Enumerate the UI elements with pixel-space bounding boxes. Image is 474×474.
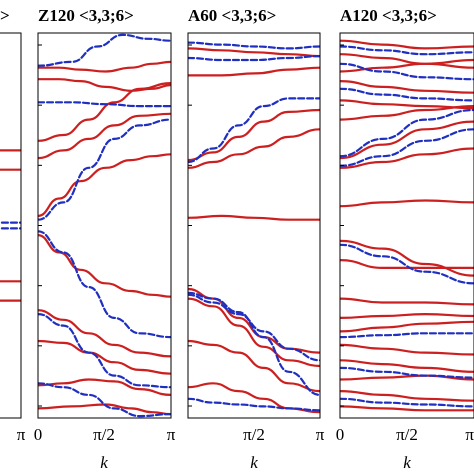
dashed-band-line <box>188 55 320 62</box>
plot-frame <box>187 32 321 419</box>
plot-frame <box>0 32 22 419</box>
solid-band-line <box>38 112 171 160</box>
solid-band-line <box>340 359 474 373</box>
dashed-band-line <box>340 397 474 408</box>
solid-band-line <box>340 80 474 94</box>
solid-band-line <box>38 82 171 142</box>
x-tick-label: π <box>17 425 26 444</box>
panel-title: A120 <3,3;6> <box>340 6 437 25</box>
solid-band-line <box>38 60 171 73</box>
solid-band-line <box>340 259 474 269</box>
solid-band-line <box>38 378 171 396</box>
dashed-band-line <box>38 313 171 389</box>
dashed-band-line <box>340 366 474 379</box>
solid-band-line <box>340 320 474 333</box>
solid-band-line <box>340 39 474 50</box>
x-axis-label: k <box>403 453 411 472</box>
dashed-band-line <box>340 108 474 158</box>
solid-band-line <box>38 234 171 298</box>
x-axis-label: k <box>250 453 258 472</box>
solid-band-line <box>340 53 474 69</box>
solid-band-line <box>340 105 474 121</box>
solid-band-line <box>38 153 171 217</box>
x-tick-label: π/2 <box>243 425 265 444</box>
dashed-band-line <box>188 97 320 164</box>
dashed-band-line <box>188 41 320 50</box>
solid-band-line <box>340 405 474 412</box>
solid-band-line <box>38 339 171 375</box>
x-tick-label: π <box>465 425 474 444</box>
solid-band-line <box>340 239 474 277</box>
dashed-band-line <box>38 230 171 339</box>
solid-band-line <box>340 297 474 306</box>
dashed-band-line <box>188 293 320 362</box>
x-tick-label: π <box>316 425 325 444</box>
solid-band-line <box>340 199 474 208</box>
dashed-band-line <box>340 332 474 339</box>
dashed-band-line <box>340 45 474 56</box>
x-axis-label: k <box>100 453 108 472</box>
dashed-band-line <box>38 382 171 418</box>
dashed-band-line <box>38 101 171 108</box>
panel-title: Z120 <3,3;6> <box>38 6 134 25</box>
cropped-title-fragment: > <box>0 6 10 25</box>
panel-z120: 0 π/2 π Z120 <3,3;6> k <box>34 6 176 472</box>
dashed-band-line <box>340 62 474 81</box>
dashed-band-line <box>38 33 171 67</box>
solid-band-line <box>188 66 320 77</box>
dashed-band-line <box>188 397 320 412</box>
x-tick-label: π/2 <box>396 425 418 444</box>
solid-band-line <box>38 309 171 358</box>
solid-band-line <box>38 403 171 416</box>
band-lines <box>0 149 21 302</box>
panel-partial-left: π> <box>0 6 26 444</box>
solid-band-line <box>188 297 320 368</box>
solid-band-line <box>340 147 474 169</box>
solid-band-line <box>340 120 474 160</box>
panel-a120: 0 π/2 π A120 <3,3;6> k <box>336 6 474 472</box>
solid-band-line <box>188 108 320 162</box>
solid-band-line <box>340 390 474 402</box>
solid-band-line <box>340 58 474 73</box>
solid-band-line <box>340 343 474 356</box>
dashed-band-line <box>340 128 474 167</box>
x-tick-label: π/2 <box>93 425 115 444</box>
dashed-band-line <box>340 87 474 102</box>
solid-band-line <box>188 214 320 221</box>
x-tick-label: 0 <box>34 425 43 444</box>
panel-title: A60 <3,3;6> <box>188 6 276 25</box>
band-lines <box>188 41 320 414</box>
solid-band-line <box>188 47 320 58</box>
x-tick-label: 0 <box>336 425 345 444</box>
solid-band-line <box>188 128 320 169</box>
dashed-band-line <box>38 118 171 221</box>
solid-band-line <box>340 312 474 319</box>
x-tick-label: π <box>167 425 176 444</box>
panel-a60: π/2 π A60 <3,3;6> k <box>187 6 325 472</box>
band-lines <box>340 39 474 412</box>
dashed-band-line <box>340 243 474 285</box>
solid-band-line <box>38 78 171 92</box>
solid-band-line <box>188 339 320 393</box>
band-lines <box>38 33 171 418</box>
